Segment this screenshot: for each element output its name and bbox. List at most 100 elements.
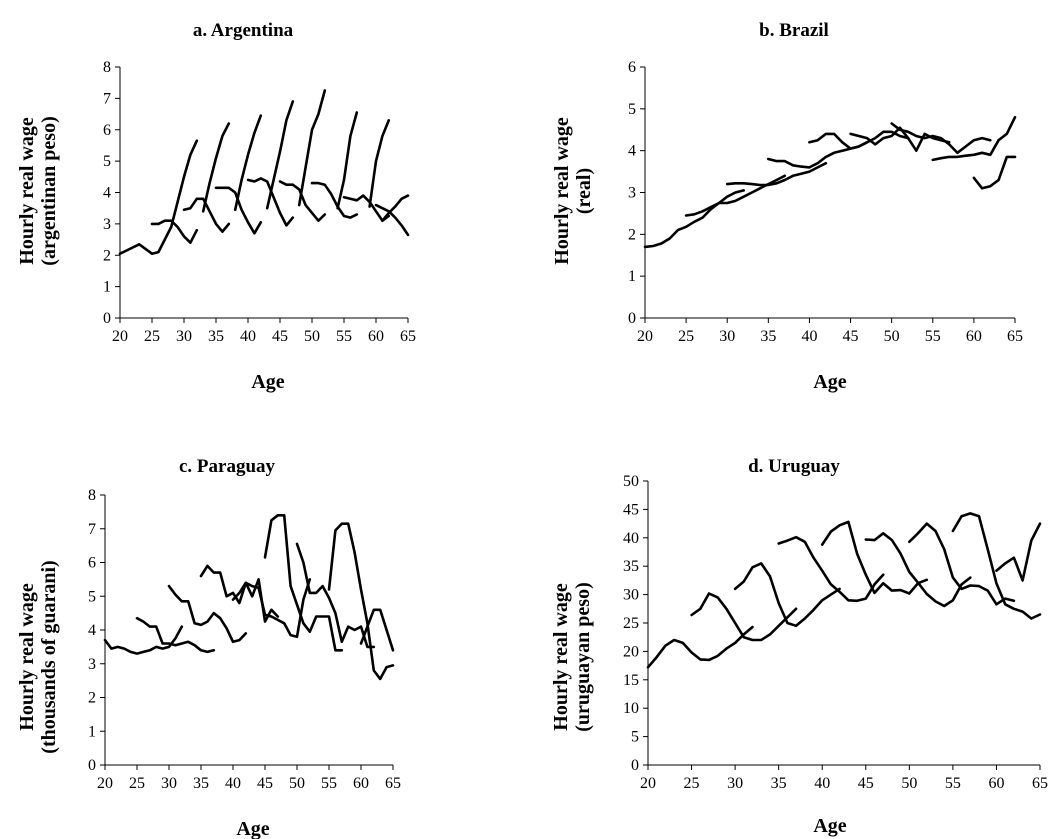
chart-title: c. Paraguay (179, 456, 276, 477)
y-tick-label: 1 (628, 268, 636, 285)
x-tick-label: 20 (640, 775, 656, 792)
x-axis-label: Age (251, 371, 284, 393)
series-line-9 (972, 155, 1017, 190)
series-line-7 (890, 122, 992, 155)
series-line-6 (849, 126, 951, 152)
x-tick-label: 40 (814, 775, 830, 792)
series-line-15 (368, 119, 391, 208)
x-tick-label: 25 (678, 328, 694, 345)
y-axis-label-line-1: Hourly real wage (16, 117, 38, 265)
series-line-2 (684, 174, 787, 217)
y-axis-label-line-2: (uruguayan peso) (572, 582, 594, 731)
y-tick-label: 0 (628, 310, 636, 327)
series-line-2 (150, 219, 199, 244)
series-line-3 (733, 562, 841, 628)
y-tick-label: 4 (88, 622, 96, 639)
series-line-9 (995, 522, 1042, 582)
x-tick-label: 60 (353, 775, 369, 792)
y-axis-label-line-2: (real) (573, 168, 595, 214)
x-axis-label: Age (813, 815, 846, 837)
x-tick-label: 40 (801, 328, 817, 345)
y-tick-label: 4 (628, 143, 636, 160)
x-tick-label: 60 (368, 328, 384, 345)
y-tick-label: 6 (628, 59, 636, 76)
y-tick-label: 50 (623, 473, 639, 490)
series-line-10 (278, 180, 327, 222)
series-lines-brazil (643, 115, 1017, 249)
panel-brazil: b. Brazil Hourly real wage (real) Age 0 1… (551, 20, 1023, 393)
x-tick-label: 60 (988, 775, 1004, 792)
chart-title: d. Uruguay (748, 456, 840, 477)
y-axis-label-line-2: (argentinan peso) (38, 116, 60, 265)
x-tick-label: 50 (884, 328, 900, 345)
y-tick-label: 3 (628, 185, 636, 202)
panel-paraguay: c. Paraguay Hourly real wage (thousands … (16, 456, 401, 839)
x-axis-label: Age (813, 371, 846, 393)
x-tick-label: 60 (966, 328, 982, 345)
x-tick-label: 65 (1007, 328, 1023, 345)
y-tick-label: 20 (623, 643, 639, 660)
series-lines-uruguay (646, 512, 1042, 669)
x-tick-label: 20 (112, 328, 128, 345)
y-tick-label: 8 (88, 487, 96, 504)
x-tick-label: 50 (289, 775, 305, 792)
panel-argentina: a. Argentina Hourly real wage (argentina… (16, 20, 416, 393)
x-tick-label: 45 (257, 775, 273, 792)
x-tick-label: 65 (400, 328, 416, 345)
chart-title: b. Brazil (759, 20, 829, 41)
y-tick-label: 0 (88, 757, 96, 774)
x-tick-label: 55 (945, 775, 961, 792)
y-tick-label: 6 (88, 555, 96, 572)
y-tick-label: 45 (623, 501, 639, 518)
series-line-11 (297, 89, 327, 207)
series-line-4 (199, 564, 280, 623)
series-line-6 (214, 186, 263, 235)
series-line-2 (135, 616, 216, 654)
x-tick-label: 35 (208, 328, 224, 345)
x-tick-label: 55 (321, 775, 337, 792)
series-line-3 (725, 161, 828, 187)
y-tick-label: 3 (88, 656, 96, 673)
y-tick-label: 35 (623, 558, 639, 575)
series-lines-paraguay (103, 513, 395, 681)
x-tick-label: 30 (161, 775, 177, 792)
y-tick-label: 8 (103, 59, 111, 76)
x-tick-label: 20 (637, 328, 653, 345)
y-tick-label: 25 (623, 615, 639, 632)
series-line-4 (766, 141, 869, 169)
x-axis-label: Age (236, 818, 269, 839)
x-tick-label: 20 (97, 775, 113, 792)
x-tick-label: 25 (684, 775, 700, 792)
series-line-6 (263, 513, 344, 652)
x-tick-label: 35 (771, 775, 787, 792)
y-tick-label: 1 (103, 279, 111, 296)
series-line-5 (808, 130, 910, 150)
y-tick-label: 1 (88, 723, 96, 740)
x-tick-label: 45 (858, 775, 874, 792)
x-tick-label: 65 (385, 775, 401, 792)
series-line-17 (381, 194, 410, 222)
series-line-3 (169, 139, 199, 229)
x-tick-label: 50 (304, 328, 320, 345)
y-tick-label: 2 (628, 226, 636, 243)
y-tick-label: 6 (103, 122, 111, 139)
series-line-4 (182, 197, 231, 233)
x-tick-label: 35 (760, 328, 776, 345)
y-tick-label: 2 (103, 247, 111, 264)
series-line-5 (231, 578, 312, 639)
x-tick-label: 50 (901, 775, 917, 792)
y-tick-label: 5 (103, 153, 111, 170)
series-line-3 (167, 584, 248, 644)
series-line-1 (643, 189, 746, 249)
series-line-6 (864, 531, 972, 608)
series-line-1 (103, 625, 184, 655)
axes-uruguay: 0 5 10 15 20 25 30 35 40 45 50 20 25 30 35 40 45 50 55 60 65 (623, 473, 1048, 792)
y-tick-label: 30 (623, 587, 639, 604)
series-line-7 (907, 522, 1016, 606)
x-tick-label: 25 (129, 775, 145, 792)
series-line-1 (646, 625, 754, 669)
x-tick-label: 40 (240, 328, 256, 345)
y-tick-label: 10 (623, 700, 639, 717)
